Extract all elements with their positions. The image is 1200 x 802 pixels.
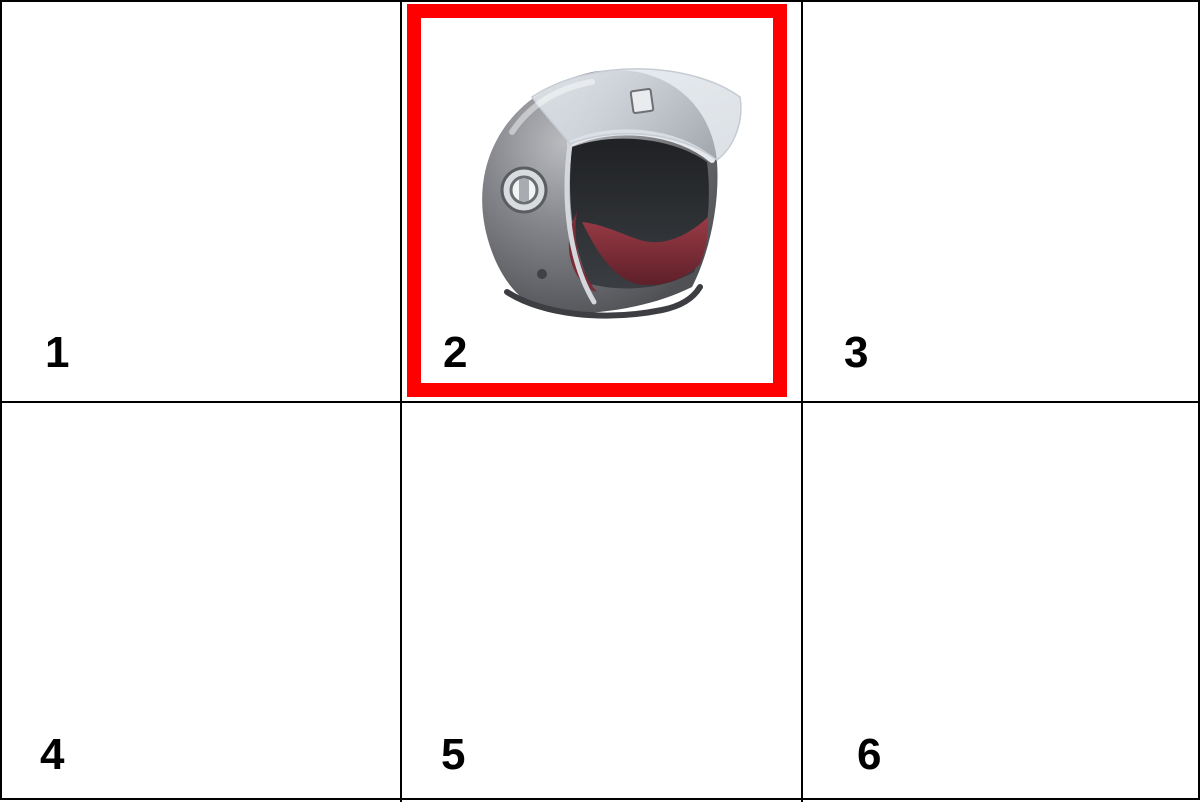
grid-cell-3[interactable]: 3 [800,0,1200,400]
grid-cell-4[interactable]: 4 [0,400,399,800]
grid-cell-5[interactable]: 5 [399,400,800,800]
grid-cell-2[interactable]: 2 [399,0,800,400]
cell-number-label: 2 [443,328,468,377]
cell-number-label: 3 [844,328,869,377]
grid-cell-6[interactable]: 6 [800,400,1200,800]
cell-number-label: 6 [857,730,882,779]
grid-divider-horizontal [2,401,1200,403]
cell-number-label: 4 [40,730,65,779]
motorcycle-helmet-image [482,68,742,319]
grid-cell-1[interactable]: 1 [0,0,399,400]
cell-number-label: 1 [45,328,70,377]
cell-number-label: 5 [441,730,466,779]
